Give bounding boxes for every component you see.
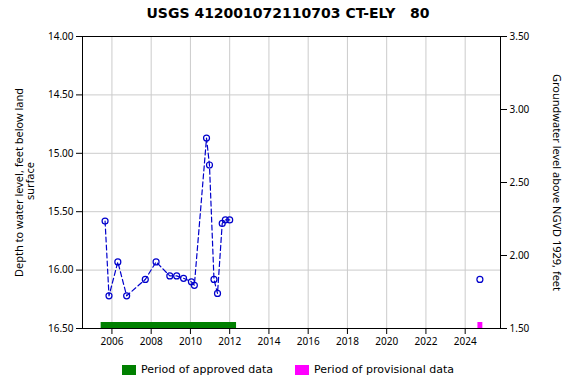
html-text:Period of approved data: Period of approved data [140,362,274,376]
svg-text:3.50: 3.50 [510,29,530,43]
svg-text:16.50: 16.50 [48,321,74,335]
svg-text:2020: 2020 [375,334,398,348]
svg-text:15.50: 15.50 [48,204,74,218]
svg-text:16.00: 16.00 [48,262,74,276]
html-text:USGS 412001072110703 CT-ELY 80: USGS 412001072110703 CT-ELY 80 [146,5,430,21]
svg-text:2012: 2012 [218,334,241,348]
svg-text:2024: 2024 [454,334,477,348]
html-text:Period of provisional data: Period of provisional data [314,362,455,376]
svg-text:14.00: 14.00 [48,29,74,43]
svg-text:14.50: 14.50 [48,87,74,101]
svg-text:2.50: 2.50 [510,175,530,189]
svg-text:3.00: 3.00 [510,102,530,116]
svg-text:2010: 2010 [179,334,202,348]
svg-text:15.00: 15.00 [48,146,74,160]
svg-text:2022: 2022 [414,334,437,348]
svg-text:Depth to water level, feet bel: Depth to water level, feet below land su… [11,88,37,277]
svg-text:2.00: 2.00 [510,248,530,262]
svg-text:2016: 2016 [297,334,320,348]
svg-text:1.50: 1.50 [510,321,530,335]
svg-text:2014: 2014 [257,334,280,348]
svg-text:2018: 2018 [336,334,359,348]
svg-text:Groundwater level above NGVD 1: Groundwater level above NGVD 1929, feet [550,74,565,291]
svg-text:2008: 2008 [140,334,163,348]
svg-text:2006: 2006 [100,334,123,348]
